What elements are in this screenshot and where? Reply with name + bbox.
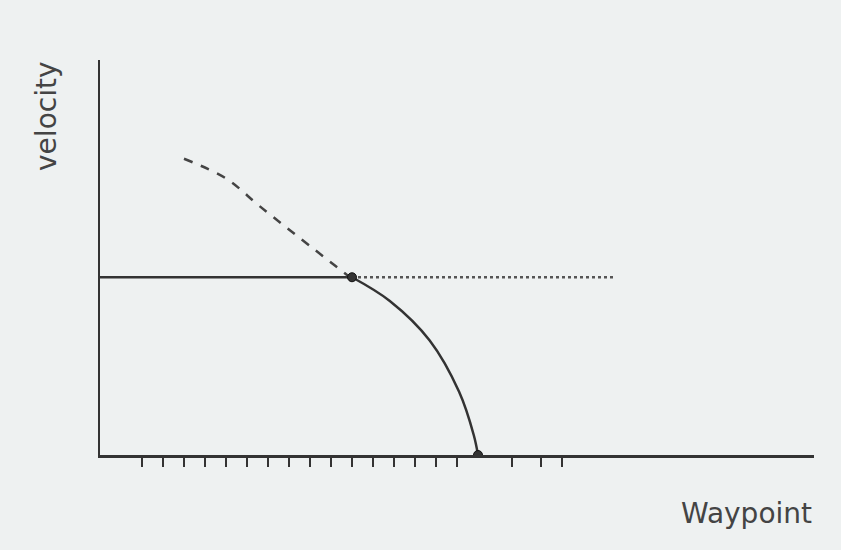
svg-text:Waypoint: Waypoint xyxy=(681,497,812,530)
svg-text:velocity: velocity xyxy=(30,62,63,171)
